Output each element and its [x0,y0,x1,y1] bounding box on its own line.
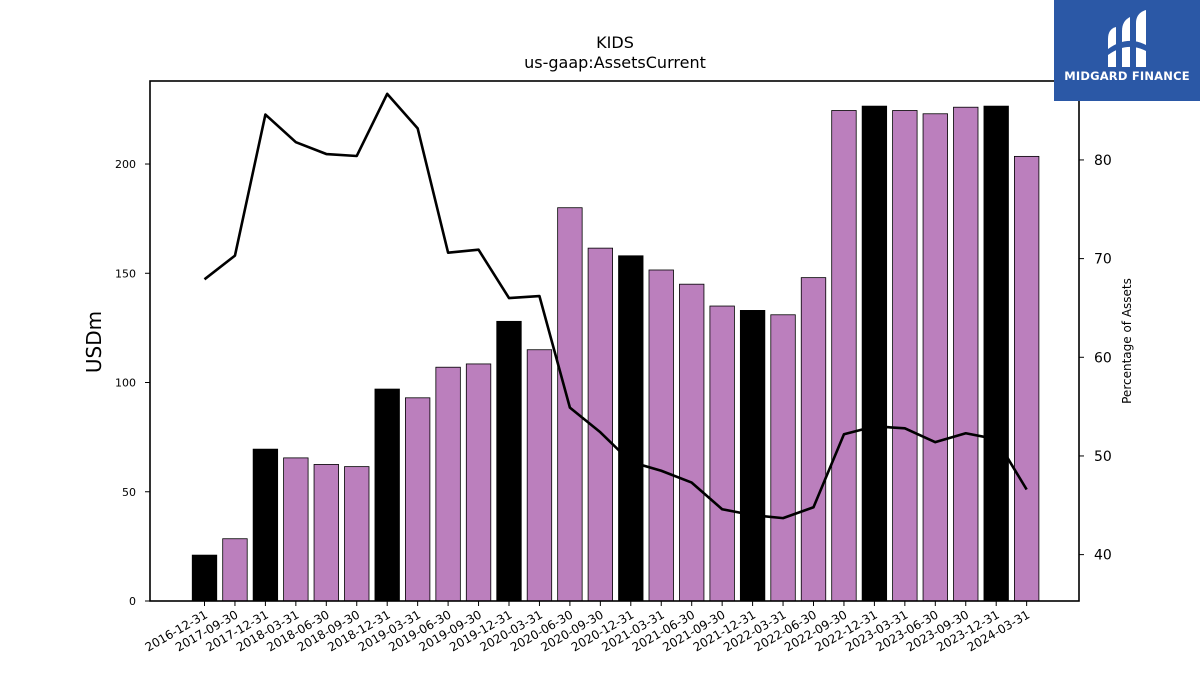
y-tick-label: 200 [115,158,136,171]
bars-layer [191,105,1040,602]
bar-2017-12-31 [252,448,279,602]
bar-2021-09-30 [709,305,735,602]
midgard-logo-icon [1108,10,1146,67]
bar-2019-03-31 [404,397,431,602]
bar-2019-09-30 [465,363,492,602]
y2-tick-label: 60 [1094,350,1112,366]
bar-2016-12-31 [191,554,218,602]
y2-tick-label: 40 [1094,548,1112,564]
chart-subtitle: us-gaap:AssetsCurrent [524,53,706,72]
y-tick-label: 50 [122,486,136,499]
bar-2023-06-30 [922,113,948,602]
bar-2018-06-30 [313,464,339,602]
y-axis-label: USDm [82,311,106,373]
y2-tick-label: 80 [1094,153,1112,169]
bar-2022-12-31 [861,105,888,602]
bar-2020-12-31 [618,255,644,602]
midgard-finance-logo: MIDGARD FINANCE [1054,0,1200,101]
bar-2023-03-31 [892,110,918,602]
y-axis-right: 40 50 60 70 80 [1079,153,1112,564]
y-tick-label: 100 [115,377,136,390]
bar-2021-06-30 [679,283,705,602]
bar-2022-09-30 [831,110,857,602]
plot-frame [149,80,1080,602]
bar-2022-06-30 [800,277,827,602]
bar-2017-09-30 [222,538,248,602]
bar-2018-09-30 [344,466,370,602]
bar-2024-03-31 [1014,155,1040,602]
y-axis-left: 0 50 100 150 200 [115,158,150,608]
bar-2021-03-31 [648,269,674,602]
y-tick-label: 150 [115,267,136,280]
bar-2020-03-31 [526,349,553,602]
y2-tick-label: 70 [1094,252,1112,268]
bar-2021-12-31 [739,310,766,602]
y-tick-label: 0 [129,595,136,608]
bar-2018-03-31 [283,457,309,602]
x-axis: 2016-12-312017-09-302017-12-312018-03-31… [143,601,1032,654]
bar-2023-09-30 [953,106,979,602]
chart-title: KIDS [596,33,634,52]
bar-2019-12-31 [496,320,522,602]
y2-axis-label: Percentage of Assets [1120,278,1134,404]
bar-2019-06-30 [435,366,461,602]
bar-2018-12-31 [374,388,400,602]
logo-text: MIDGARD FINANCE [1064,69,1190,83]
percentage-line [203,92,1028,520]
bar-2023-12-31 [983,105,1009,602]
bar-2022-03-31 [770,314,796,602]
line-layer [203,92,1028,520]
y2-tick-label: 50 [1094,449,1112,465]
